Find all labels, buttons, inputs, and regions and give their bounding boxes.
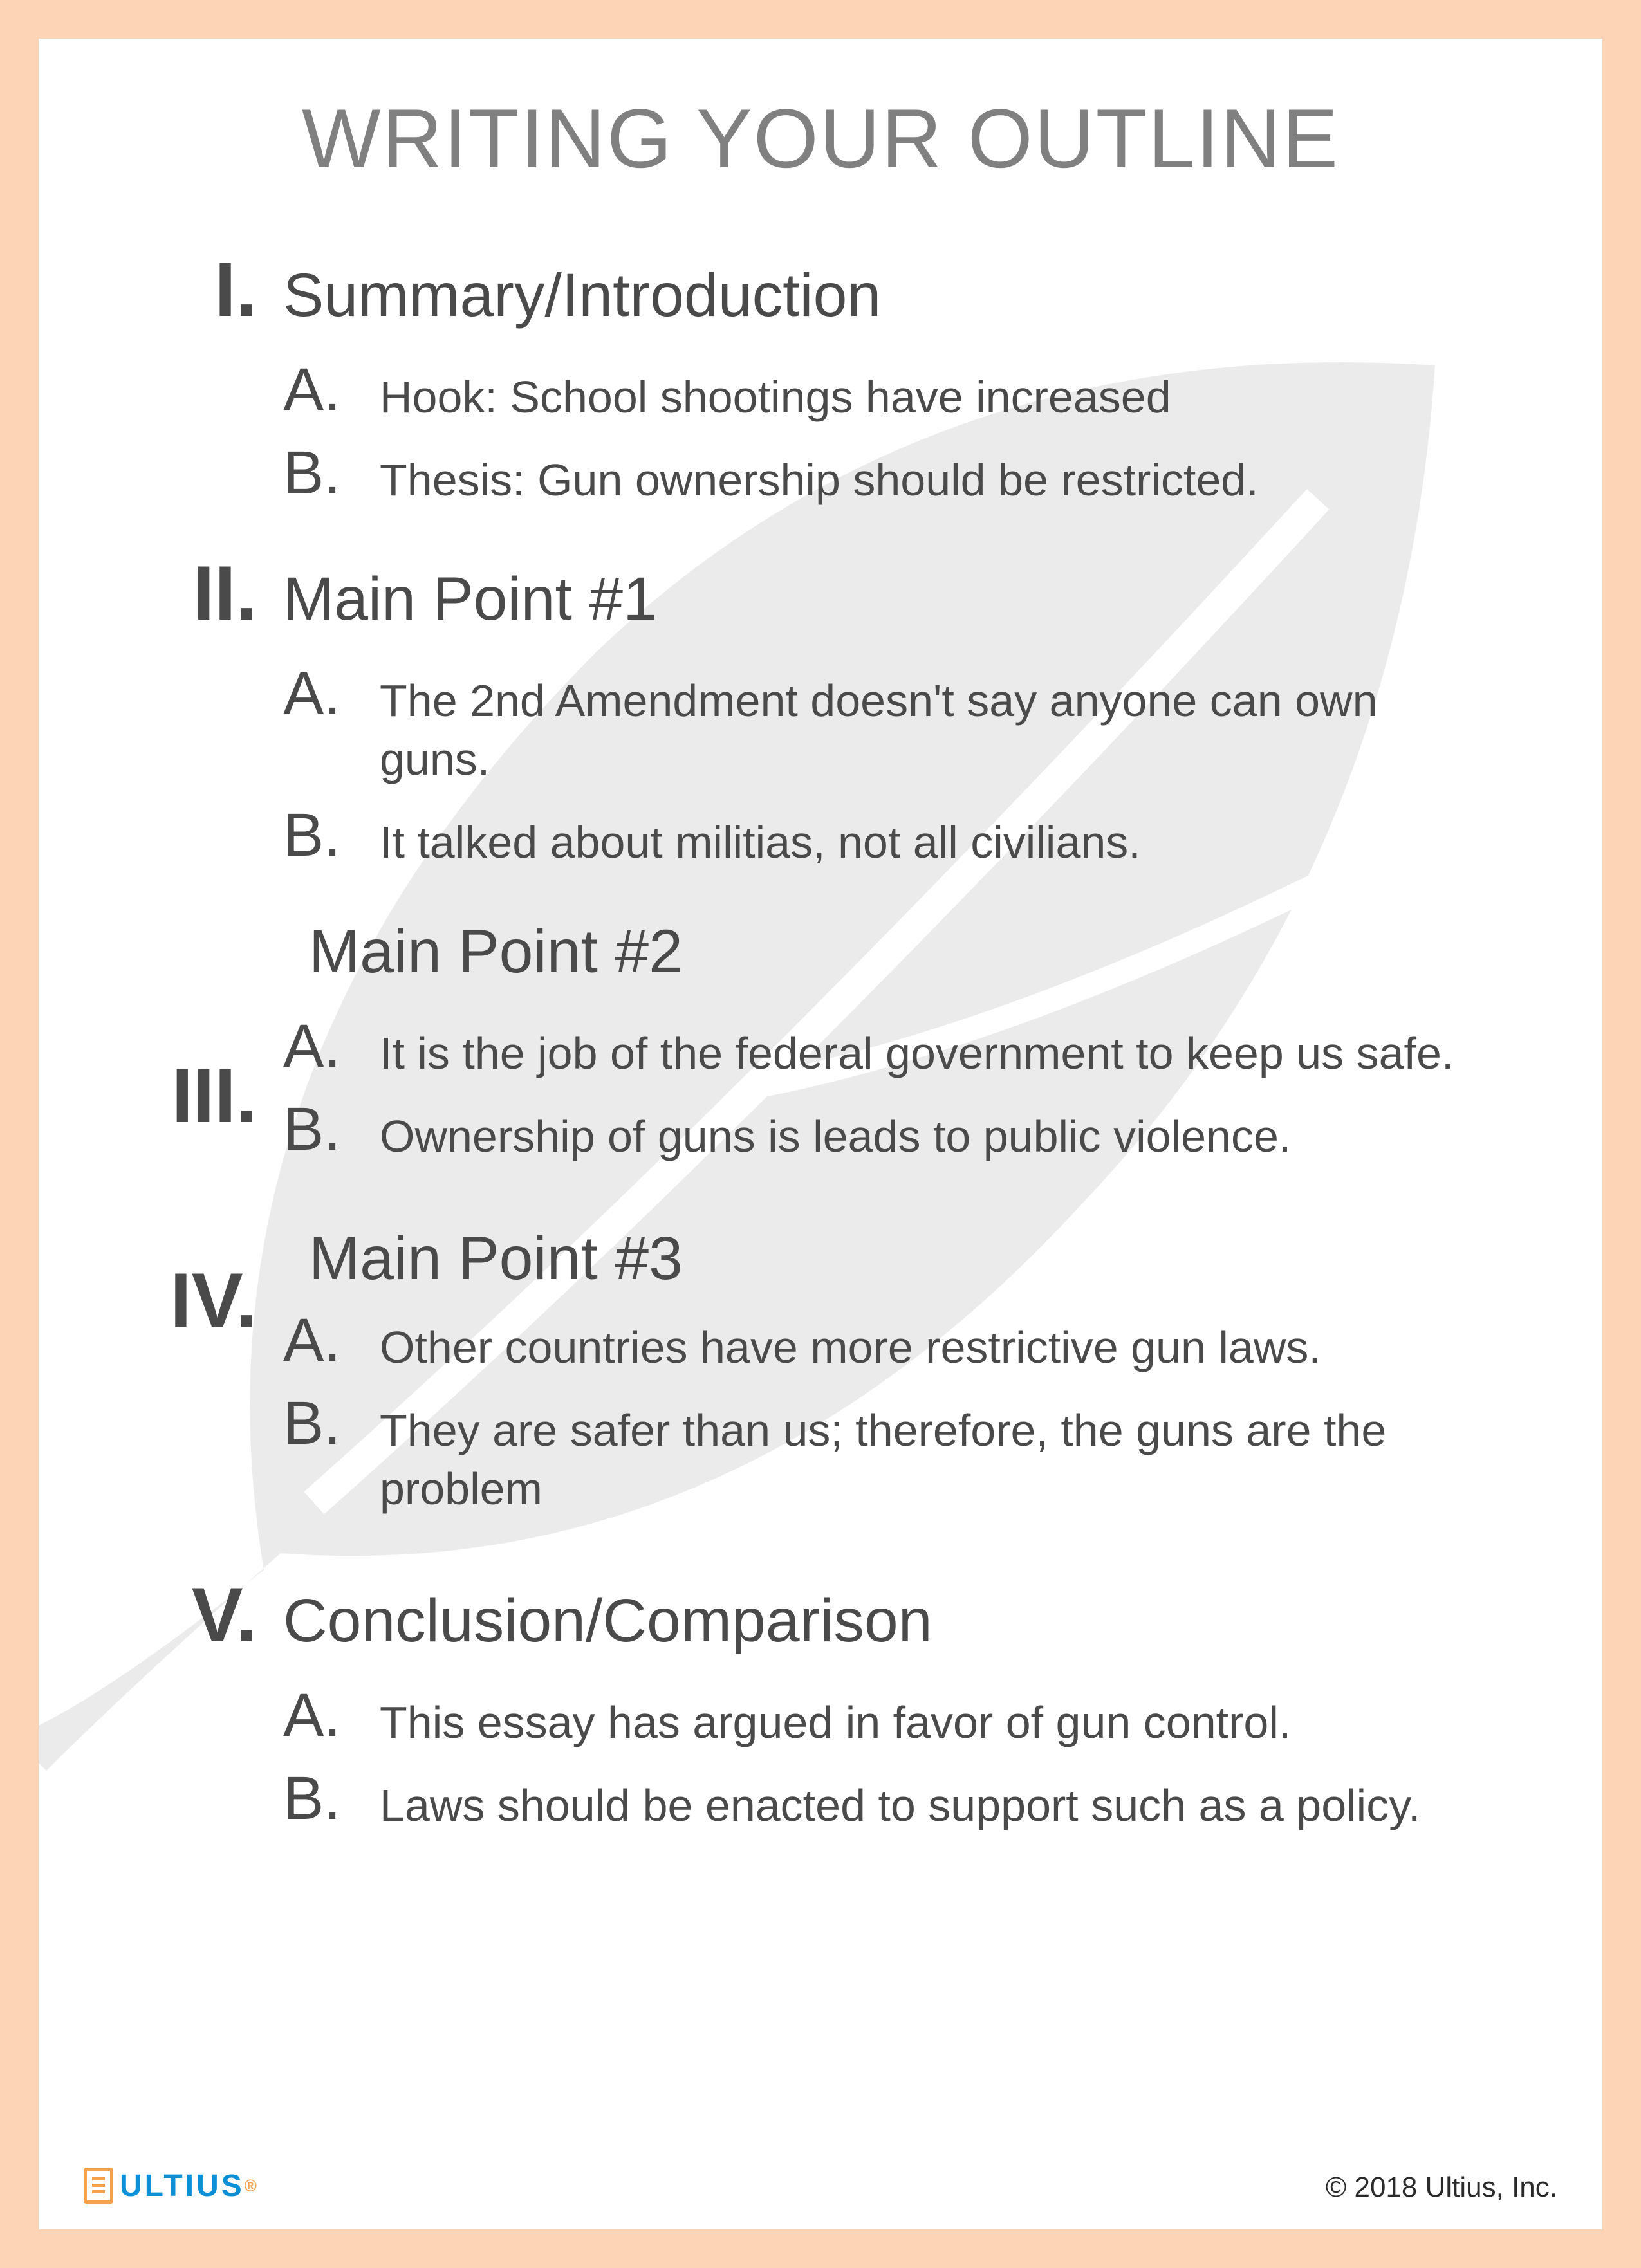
- sub-letter: A.: [283, 1013, 380, 1080]
- sub-point: A. This essay has argued in favor of gun…: [283, 1682, 1525, 1752]
- sub-letter: A.: [283, 660, 380, 728]
- sub-text: Hook: School shootings have increased: [380, 356, 1525, 427]
- sub-point: A. Other countries have more restrictive…: [283, 1307, 1525, 1377]
- sub-letter: A.: [283, 1682, 380, 1749]
- roman-numeral: III.: [116, 1051, 283, 1140]
- sub-letter: A.: [283, 1307, 380, 1374]
- section-header: II. Main Point #1: [116, 555, 1525, 634]
- sub-letter: B.: [283, 439, 380, 507]
- section-header: Main Point #2: [309, 917, 1525, 987]
- outline-section: Main Point #3 IV. A. Other countries hav…: [116, 1224, 1525, 1531]
- section-title: Main Point #2: [309, 917, 1525, 987]
- sub-point: A. It is the job of the federal governme…: [283, 1013, 1525, 1083]
- sub-point: A. Hook: School shootings have increased: [283, 356, 1525, 427]
- sub-point: B. Thesis: Gun ownership should be restr…: [283, 439, 1525, 510]
- sub-text: Ownership of guns is leads to public vio…: [380, 1096, 1525, 1166]
- section-header: I. Summary/Introduction: [116, 251, 1525, 331]
- sub-point: B. Laws should be enacted to support suc…: [283, 1765, 1525, 1835]
- sub-text: It is the job of the federal government …: [380, 1013, 1525, 1083]
- roman-numeral: V.: [116, 1576, 283, 1654]
- outline-section: Main Point #2 III. A. It is the job of t…: [116, 917, 1525, 1179]
- sub-letter: B.: [283, 1765, 380, 1832]
- section-title: Main Point #3: [309, 1224, 1525, 1294]
- sub-text: The 2nd Amendment doesn't say anyone can…: [380, 660, 1525, 789]
- outline-section: V. Conclusion/Comparison A. This essay h…: [116, 1576, 1525, 1835]
- sub-letter: B.: [283, 1096, 380, 1163]
- registered-mark: ®: [245, 2176, 259, 2196]
- sub-text: They are safer than us; therefore, the g…: [380, 1390, 1525, 1518]
- page-title: WRITING YOUR OUTLINE: [116, 90, 1525, 187]
- roman-numeral: I.: [116, 251, 283, 328]
- section-header: V. Conclusion/Comparison: [116, 1576, 1525, 1656]
- sub-letter: A.: [283, 356, 380, 424]
- sub-text: Thesis: Gun ownership should be restrict…: [380, 439, 1525, 510]
- section-title: Main Point #1: [283, 564, 657, 634]
- roman-numeral: II.: [116, 555, 283, 632]
- sub-point: A. The 2nd Amendment doesn't say anyone …: [283, 660, 1525, 789]
- sub-letter: B.: [283, 1390, 380, 1457]
- outline-section: I. Summary/Introduction A. Hook: School …: [116, 251, 1525, 510]
- outline-section: II. Main Point #1 A. The 2nd Amendment d…: [116, 555, 1525, 872]
- document-icon: [84, 2168, 113, 2204]
- page: WRITING YOUR OUTLINE I. Summary/Introduc…: [39, 39, 1602, 2229]
- sub-letter: B.: [283, 802, 380, 869]
- footer: ULTIUS® © 2018 Ultius, Inc.: [84, 2168, 1557, 2204]
- sub-text: Other countries have more restrictive gu…: [380, 1307, 1525, 1377]
- section-header: Main Point #3: [309, 1224, 1525, 1294]
- copyright-text: © 2018 Ultius, Inc.: [1326, 2171, 1557, 2204]
- sub-text: This essay has argued in favor of gun co…: [380, 1682, 1525, 1752]
- brand-logo: ULTIUS®: [84, 2168, 259, 2204]
- sub-point: B. Ownership of guns is leads to public …: [283, 1096, 1525, 1166]
- sub-point: B. It talked about militias, not all civ…: [283, 802, 1525, 872]
- content-area: WRITING YOUR OUTLINE I. Summary/Introduc…: [39, 39, 1602, 1835]
- sub-text: Laws should be enacted to support such a…: [380, 1765, 1525, 1835]
- section-title: Summary/Introduction: [283, 261, 881, 331]
- sub-point: B. They are safer than us; therefore, th…: [283, 1390, 1525, 1518]
- section-title: Conclusion/Comparison: [283, 1586, 932, 1656]
- logo-text: ULTIUS: [120, 2168, 245, 2204]
- roman-numeral: IV.: [116, 1262, 283, 1531]
- sub-text: It talked about militias, not all civili…: [380, 802, 1525, 872]
